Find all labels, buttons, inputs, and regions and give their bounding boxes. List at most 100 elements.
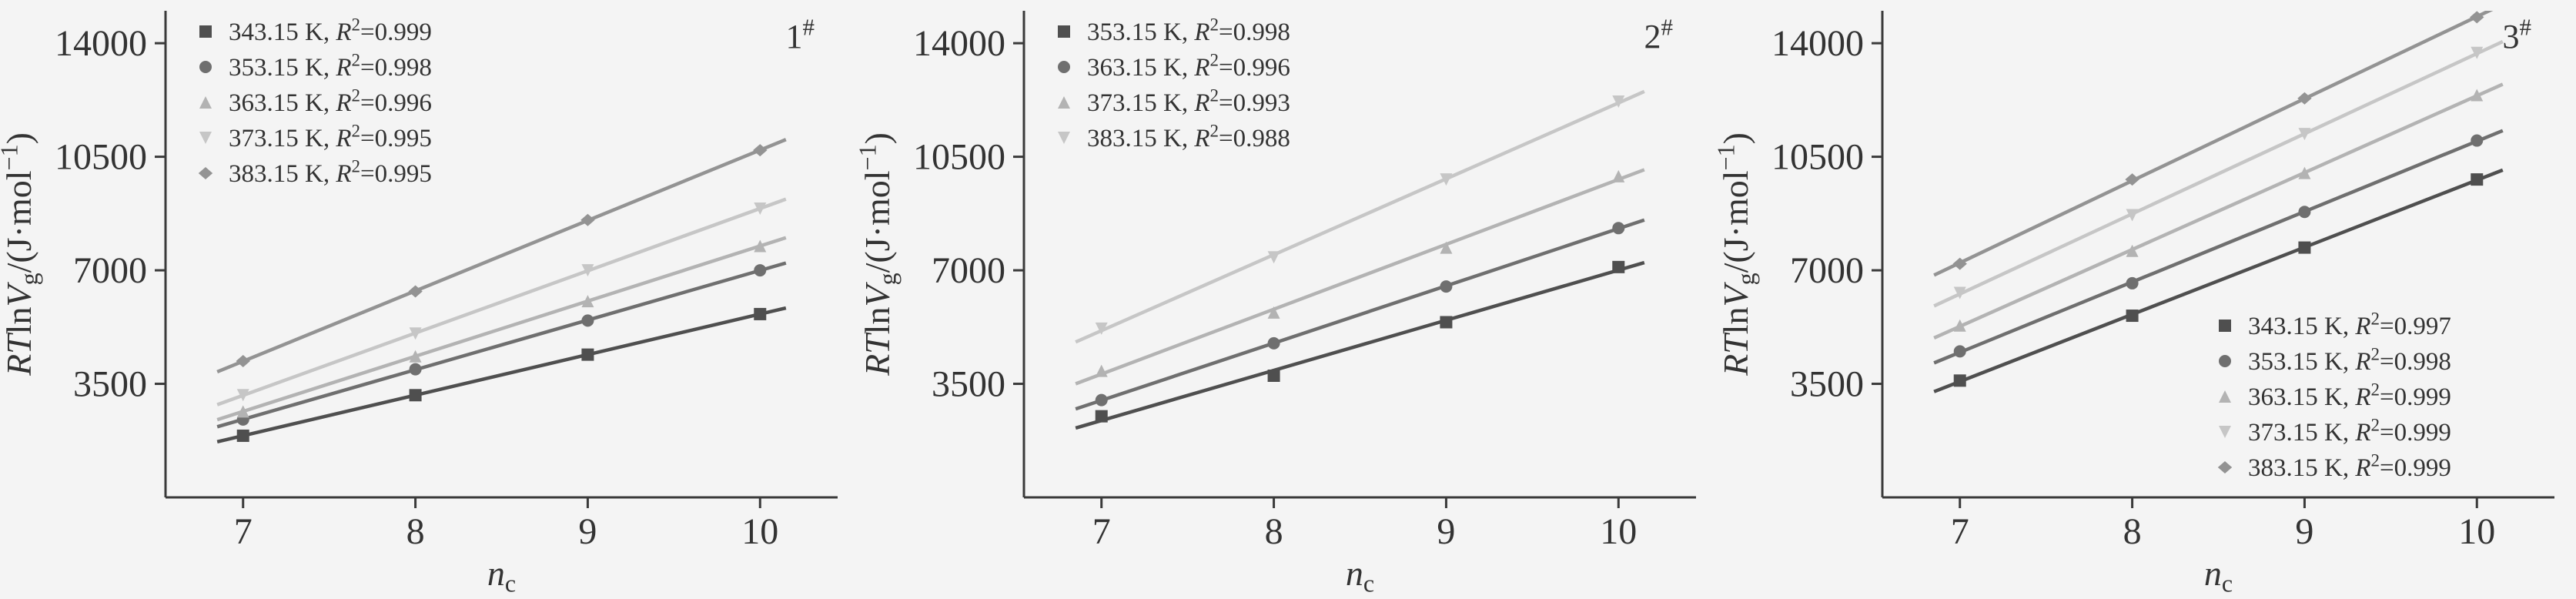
x-tick-label: 10 xyxy=(1600,511,1637,552)
series-fit-line xyxy=(1933,82,2504,340)
chart-2-canvas: 3500 7000 10500 14000 7 8 9 10 RTlnVg/(J·mol−1) n… xyxy=(858,11,1696,597)
data-point-marker xyxy=(754,264,767,277)
y-tick-label: 10500 xyxy=(1771,137,1864,178)
legend-marker xyxy=(2219,320,2231,332)
data-point-marker xyxy=(2470,11,2484,24)
y-tick-label: 7000 xyxy=(1790,250,1864,291)
x-axis-label: nc xyxy=(487,554,516,597)
x-tick-label: 10 xyxy=(2458,511,2495,552)
legend: 353.15 K, R2=0.998 363.15 K, R2=0.996373.… xyxy=(1058,15,1290,152)
data-point-marker xyxy=(2471,173,2484,186)
series-fit-line xyxy=(1933,11,2494,277)
axes xyxy=(1022,11,1696,499)
data-point-marker xyxy=(754,239,767,253)
data-point-marker xyxy=(236,389,249,402)
x-tick-label: 9 xyxy=(2295,511,2313,552)
x-tick-label: 8 xyxy=(406,511,425,552)
chart-panel-3: 3500 7000 10500 14000 7 8 9 10 RTlnVg/(J·mol−1) n… xyxy=(1717,0,2575,599)
legend-marker xyxy=(2219,390,2231,403)
x-tick-labels: 7 8 9 10 xyxy=(1951,497,2495,552)
series-fit-line xyxy=(216,138,787,374)
legend-label: 353.15 K, R2=0.998 xyxy=(229,50,432,82)
x-tick-label: 7 xyxy=(234,511,253,552)
y-tick-labels: 3500 7000 10500 14000 xyxy=(913,23,1024,405)
legend-marker xyxy=(198,167,213,179)
data-point-marker xyxy=(236,405,249,418)
data-point-marker xyxy=(1440,316,1453,329)
y-axis-label: RTlnVg/(J·mol−1) xyxy=(858,132,901,376)
series-fit-line xyxy=(216,236,787,422)
data-point-marker xyxy=(1952,257,1967,270)
data-point-marker xyxy=(2126,310,2139,323)
fit-lines xyxy=(1075,89,1645,430)
data-point-marker xyxy=(2126,244,2139,257)
data-point-marker xyxy=(1095,410,1108,423)
data-point-marker xyxy=(409,363,422,376)
data-point-marker xyxy=(581,264,594,277)
data-point-marker xyxy=(753,144,768,157)
x-axis-label: nc xyxy=(2204,554,2233,597)
data-point-marker xyxy=(1612,222,1625,235)
legend: 343.15 K, R2=0.999 353.15 K, R2=0.998363.… xyxy=(198,15,432,188)
y-axis-label: RTlnVg/(J·mol−1) xyxy=(1717,132,1759,376)
data-point-marker xyxy=(2471,46,2484,59)
legend-label: 343.15 K, R2=0.997 xyxy=(2248,309,2451,340)
legend-label: 373.15 K, R2=0.999 xyxy=(2248,415,2451,447)
y-tick-label: 10500 xyxy=(55,137,147,178)
data-point-marker xyxy=(2298,206,2311,219)
legend-label: 363.15 K, R2=0.999 xyxy=(2248,380,2451,411)
y-tick-label: 3500 xyxy=(1790,364,1864,405)
data-point-marker xyxy=(1267,370,1280,382)
x-tick-label: 9 xyxy=(1437,511,1455,552)
data-point-marker xyxy=(754,307,767,320)
data-point-marker xyxy=(581,348,594,361)
chart-panel-2: 3500 7000 10500 14000 7 8 9 10 RTlnVg/(J·mol−1) n… xyxy=(858,0,1717,599)
x-tick-label: 10 xyxy=(741,511,778,552)
data-point-marker xyxy=(1095,393,1108,407)
y-axis-label: RTlnVg/(J·mol−1) xyxy=(0,132,42,376)
data-point-marker xyxy=(2298,241,2311,254)
data-point-marker xyxy=(581,295,594,308)
series-fit-line xyxy=(216,197,787,407)
data-points xyxy=(1095,95,1625,423)
legend-marker xyxy=(2219,426,2231,438)
data-point-marker xyxy=(236,355,250,368)
x-tick-label: 7 xyxy=(1092,511,1111,552)
data-point-marker xyxy=(409,327,422,340)
series-fit-line xyxy=(1933,39,2504,308)
y-tick-label: 3500 xyxy=(932,364,1005,405)
legend-label: 343.15 K, R2=0.999 xyxy=(229,15,432,46)
legend-label: 383.15 K, R2=0.988 xyxy=(1087,121,1290,152)
data-point-marker xyxy=(1953,374,1966,387)
axes xyxy=(164,11,838,499)
legend-marker xyxy=(1058,132,1070,144)
panel-label: 3# xyxy=(2503,13,2532,55)
x-tick-labels: 7 8 9 10 xyxy=(234,497,778,552)
y-tick-label: 14000 xyxy=(1771,23,1864,64)
data-points xyxy=(1952,11,2484,387)
data-point-marker xyxy=(1612,260,1625,273)
legend-label: 353.15 K, R2=0.998 xyxy=(2248,344,2451,376)
x-tick-label: 9 xyxy=(578,511,597,552)
axes xyxy=(1881,11,2554,499)
chart-panel-1: 3500 7000 10500 14000 7 8 9 10 RTlnVg/(J·mol−1) n… xyxy=(0,0,858,599)
x-tick-label: 7 xyxy=(1951,511,1969,552)
data-point-marker xyxy=(1953,286,1966,300)
legend-label: 373.15 K, R2=0.993 xyxy=(1087,85,1290,117)
data-point-marker xyxy=(1953,345,1966,358)
series-fit-line xyxy=(1933,129,2504,365)
legend-label: 353.15 K, R2=0.998 xyxy=(1087,15,1290,46)
data-point-marker xyxy=(408,285,423,298)
y-tick-label: 3500 xyxy=(73,364,147,405)
data-point-marker xyxy=(2298,128,2311,141)
legend-label: 363.15 K, R2=0.996 xyxy=(229,85,432,117)
data-point-marker xyxy=(409,389,422,402)
x-tick-labels: 7 8 9 10 xyxy=(1092,497,1637,552)
legend-marker xyxy=(1058,25,1070,38)
y-tick-labels: 3500 7000 10500 14000 xyxy=(55,23,166,405)
data-point-marker xyxy=(2471,89,2484,102)
series-fit-line xyxy=(1075,89,1645,344)
chart-3-canvas: 3500 7000 10500 14000 7 8 9 10 RTlnVg/(J·mol−1) n… xyxy=(1717,11,2554,597)
x-tick-label: 8 xyxy=(2123,511,2142,552)
